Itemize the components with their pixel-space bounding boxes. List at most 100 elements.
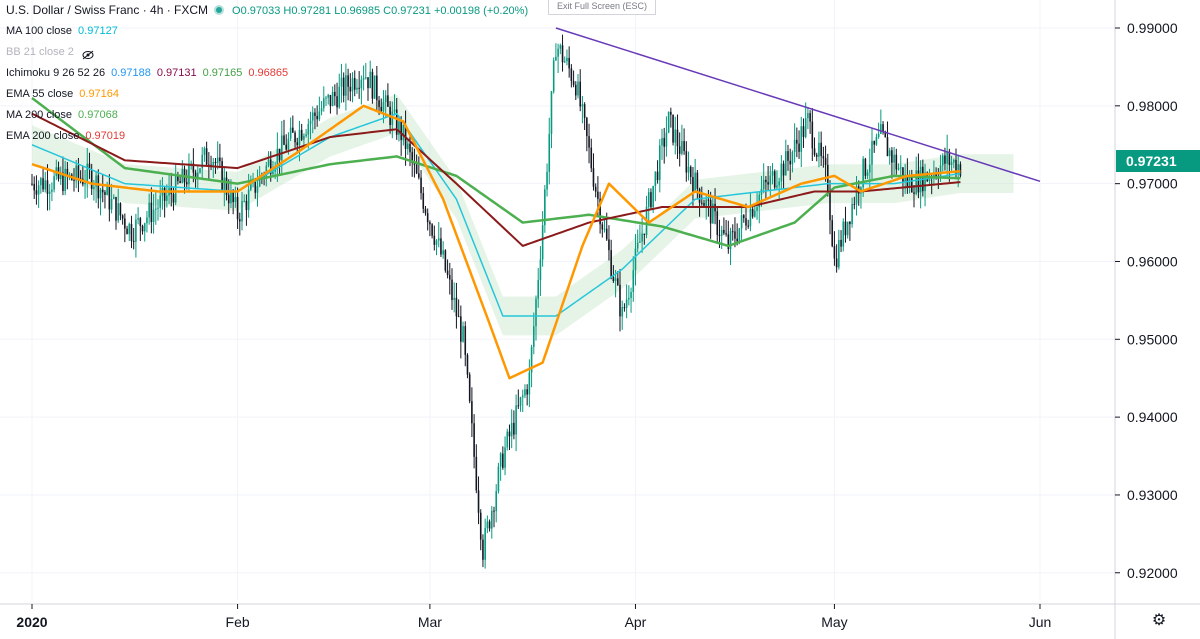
candle-body bbox=[521, 395, 524, 398]
candle-body bbox=[939, 165, 942, 178]
candle-body bbox=[910, 177, 913, 193]
candle-body bbox=[369, 71, 372, 89]
candle-body bbox=[882, 124, 884, 132]
candle-body bbox=[462, 326, 464, 342]
candle-body bbox=[298, 129, 301, 146]
candle-body bbox=[946, 151, 948, 164]
candle-body bbox=[610, 250, 612, 277]
candle-body bbox=[212, 161, 215, 166]
candle-body bbox=[597, 191, 599, 199]
candle-body bbox=[225, 177, 228, 195]
indicator-label: MA 100 close bbox=[6, 25, 73, 37]
candle-body bbox=[504, 447, 506, 468]
candle-body bbox=[75, 165, 78, 181]
candle-body bbox=[327, 94, 330, 98]
candle-body bbox=[267, 159, 270, 166]
candle-body bbox=[371, 71, 374, 99]
candle-body bbox=[506, 431, 509, 448]
candle-body bbox=[440, 238, 442, 255]
candle-body bbox=[431, 224, 433, 236]
candle-body bbox=[106, 186, 108, 195]
candle-body bbox=[247, 189, 250, 211]
candle-body bbox=[457, 316, 460, 318]
candle-body bbox=[446, 270, 449, 276]
candle-body bbox=[137, 218, 139, 220]
candle-body bbox=[152, 209, 155, 223]
indicator-row[interactable]: MA 100 close 0.97127 bbox=[0, 21, 700, 42]
symbol-title[interactable]: U.S. Dollar / Swiss Franc · 4h · FXCM bbox=[6, 3, 209, 17]
candle-body bbox=[44, 180, 47, 190]
candle-body bbox=[725, 233, 727, 235]
candle-body bbox=[415, 164, 418, 174]
candle-body bbox=[729, 231, 732, 250]
candle-body bbox=[528, 372, 531, 395]
candle-body bbox=[444, 250, 447, 271]
exit-fullscreen-button[interactable]: Exit Full Screen (ESC) bbox=[548, 0, 656, 15]
candle-body bbox=[550, 91, 553, 134]
candle-body bbox=[316, 115, 318, 120]
x-tick-label: May bbox=[821, 614, 847, 630]
candle-body bbox=[201, 154, 204, 169]
candle-body bbox=[406, 143, 409, 149]
candle-body bbox=[568, 57, 570, 69]
candle-body bbox=[309, 120, 312, 125]
candle-body bbox=[269, 159, 272, 174]
candle-body bbox=[46, 180, 49, 194]
candle-body bbox=[723, 229, 725, 234]
candle-body bbox=[320, 108, 323, 112]
candle-body bbox=[793, 139, 796, 153]
indicator-legend: U.S. Dollar / Swiss Franc · 4h · FXCM O0.… bbox=[0, 0, 700, 147]
candle-body bbox=[952, 159, 955, 163]
candle-body bbox=[448, 275, 451, 280]
indicator-row[interactable]: MA 200 close 0.97068 bbox=[0, 105, 700, 126]
candle-body bbox=[300, 129, 303, 140]
indicator-row[interactable]: EMA 200 close 0.97019 bbox=[0, 126, 700, 147]
candle-body bbox=[188, 163, 190, 185]
candle-body bbox=[811, 121, 814, 149]
candle-body bbox=[429, 222, 431, 225]
candle-body bbox=[895, 154, 898, 170]
candle-body bbox=[935, 172, 937, 177]
candle-body bbox=[66, 168, 69, 177]
candle-body bbox=[73, 179, 75, 181]
candle-body bbox=[303, 135, 305, 140]
candle-body bbox=[913, 192, 915, 194]
candle-body bbox=[435, 240, 438, 245]
candle-body bbox=[614, 278, 617, 282]
candle-body bbox=[908, 177, 911, 188]
hidden-eye-icon[interactable] bbox=[82, 47, 94, 60]
candle-body bbox=[557, 48, 559, 57]
candle-body bbox=[97, 175, 100, 199]
candle-body bbox=[532, 326, 535, 348]
candle-body bbox=[771, 171, 774, 176]
candle-body bbox=[563, 61, 566, 63]
symbol-row[interactable]: U.S. Dollar / Swiss Franc · 4h · FXCM O0.… bbox=[0, 0, 700, 21]
candle-body bbox=[822, 156, 825, 159]
candle-body bbox=[712, 203, 714, 224]
candle-body bbox=[842, 221, 845, 247]
candle-body bbox=[796, 139, 798, 144]
candle-body bbox=[230, 191, 232, 204]
candle-body bbox=[639, 241, 641, 243]
candle-body bbox=[524, 389, 526, 396]
indicator-row[interactable]: EMA 55 close 0.97164 bbox=[0, 84, 700, 105]
candle-body bbox=[265, 165, 268, 177]
gear-icon[interactable]: ⚙ bbox=[1151, 612, 1167, 629]
candle-body bbox=[322, 98, 325, 109]
candle-body bbox=[849, 221, 851, 225]
candle-body bbox=[334, 91, 336, 97]
candle-body bbox=[957, 164, 960, 174]
candle-body bbox=[402, 124, 405, 141]
candle-body bbox=[163, 187, 166, 201]
indicator-row[interactable]: Ichimoku 9 26 52 26 0.97188 0.97131 0.97165… bbox=[0, 63, 700, 84]
candle-body bbox=[683, 141, 685, 152]
candle-body bbox=[899, 167, 902, 169]
candle-body bbox=[245, 200, 248, 211]
candle-body bbox=[143, 223, 146, 232]
indicator-value: 0.97164 bbox=[79, 88, 120, 100]
indicator-row[interactable]: BB 21 close 2 bbox=[0, 42, 700, 63]
candle-body bbox=[941, 155, 944, 166]
candle-body bbox=[294, 132, 296, 143]
